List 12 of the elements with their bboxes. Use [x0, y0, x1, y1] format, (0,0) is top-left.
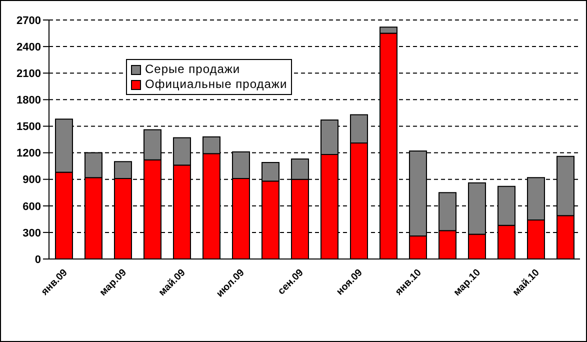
y-tick-label: 1200 — [16, 148, 41, 160]
y-tick-label: 300 — [22, 227, 41, 240]
y-tick-label: 1500 — [16, 121, 41, 134]
y-tick-label: 2100 — [16, 68, 41, 80]
y-tick-label: 600 — [22, 200, 41, 213]
y-tick-label: 2400 — [16, 41, 41, 54]
legend-label: Официальные продажи — [144, 77, 288, 92]
y-tick-label: 2700 — [16, 14, 41, 27]
y-tick-label: 1800 — [16, 94, 41, 107]
y-tick-label: 0 — [34, 254, 41, 266]
legend-label: Серые продажи — [144, 62, 242, 77]
y-tick-label: 900 — [22, 174, 41, 186]
